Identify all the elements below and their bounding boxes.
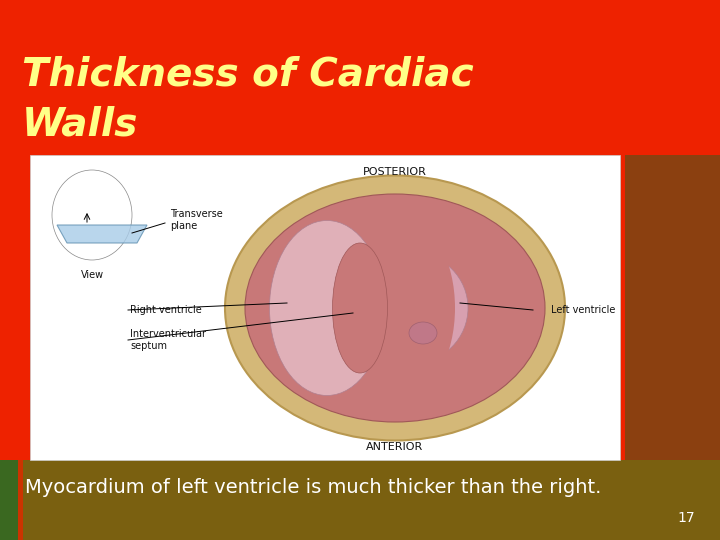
Bar <box>0 460 18 540</box>
Bar <box>30 155 620 460</box>
Text: Transverse
plane: Transverse plane <box>170 209 222 231</box>
Text: Interventricular
septum: Interventricular septum <box>130 329 206 351</box>
Bar <box>18 460 23 540</box>
Ellipse shape <box>333 243 387 373</box>
Ellipse shape <box>245 194 545 422</box>
Polygon shape <box>57 225 147 243</box>
Text: ANTERIOR: ANTERIOR <box>366 442 423 452</box>
Text: Myocardium of left ventricle is much thicker than the right.: Myocardium of left ventricle is much thi… <box>25 478 601 497</box>
Text: View: View <box>81 270 104 280</box>
Ellipse shape <box>269 220 384 395</box>
Text: Walls: Walls <box>22 105 138 143</box>
Bar <box>625 155 720 460</box>
Ellipse shape <box>225 176 565 441</box>
Bar <box>625 460 720 540</box>
Text: 17: 17 <box>678 511 695 525</box>
Text: Thickness of Cardiac: Thickness of Cardiac <box>22 55 474 93</box>
Ellipse shape <box>409 322 437 344</box>
Ellipse shape <box>358 253 468 363</box>
Bar <box>35 160 145 285</box>
Text: Left ventricle: Left ventricle <box>551 305 615 315</box>
Text: POSTERIOR: POSTERIOR <box>363 167 427 177</box>
Ellipse shape <box>355 220 455 395</box>
Bar <box>0 460 720 540</box>
Text: Right ventricle: Right ventricle <box>130 305 202 315</box>
